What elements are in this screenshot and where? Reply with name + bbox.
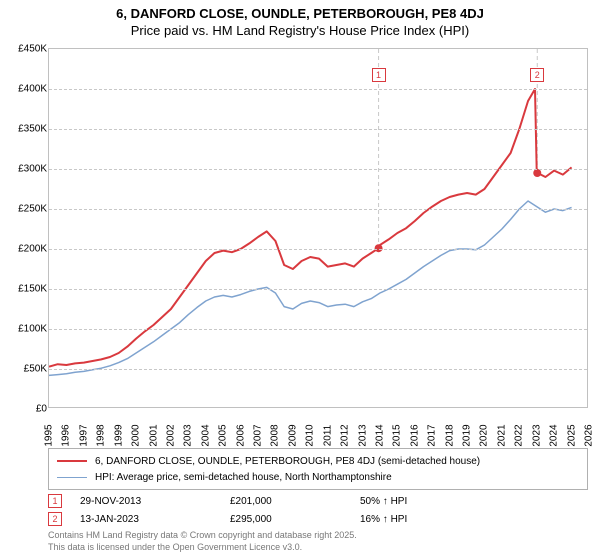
x-axis-label: 2009 xyxy=(287,424,298,446)
y-axis-label: £200K xyxy=(3,244,47,255)
title-address: 6, DANFORD CLOSE, OUNDLE, PETERBOROUGH, … xyxy=(0,6,600,21)
y-axis-label: £300K xyxy=(3,164,47,175)
y-axis-label: £250K xyxy=(3,204,47,215)
chart-marker-1: 1 xyxy=(372,68,386,82)
sale-row: 2 13-JAN-2023£295,00016% ↑ HPI xyxy=(48,510,588,528)
chart-container: 6, DANFORD CLOSE, OUNDLE, PETERBOROUGH, … xyxy=(0,0,600,560)
footer-line-2: This data is licensed under the Open Gov… xyxy=(48,542,588,554)
legend-item: 6, DANFORD CLOSE, OUNDLE, PETERBOROUGH, … xyxy=(57,453,579,469)
gridline xyxy=(49,129,587,130)
gridline xyxy=(49,249,587,250)
x-axis-label: 2016 xyxy=(409,424,420,446)
chart-plot-area: £0£50K£100K£150K£200K£250K£300K£350K£400… xyxy=(48,48,588,408)
y-axis-label: £450K xyxy=(3,44,47,55)
legend-label: 6, DANFORD CLOSE, OUNDLE, PETERBOROUGH, … xyxy=(95,456,480,467)
chart-marker-2: 2 xyxy=(530,68,544,82)
y-axis-label: £150K xyxy=(3,284,47,295)
x-axis-label: 2026 xyxy=(584,424,595,446)
sale-price: £201,000 xyxy=(230,496,360,507)
gridline xyxy=(49,369,587,370)
legend-swatch xyxy=(57,477,87,478)
x-axis-label: 2018 xyxy=(444,424,455,446)
x-axis-label: 2004 xyxy=(200,424,211,446)
gridline xyxy=(49,209,587,210)
x-axis-label: 2022 xyxy=(514,424,525,446)
chart-svg xyxy=(49,49,589,409)
gridline xyxy=(49,169,587,170)
x-axis-label: 2021 xyxy=(496,424,507,446)
x-axis-label: 2005 xyxy=(218,424,229,446)
x-axis-label: 2024 xyxy=(549,424,560,446)
x-axis-label: 2017 xyxy=(427,424,438,446)
x-axis-label: 2003 xyxy=(183,424,194,446)
footer-attribution: Contains HM Land Registry data © Crown c… xyxy=(48,530,588,553)
x-axis-label: 2013 xyxy=(357,424,368,446)
x-axis-label: 2012 xyxy=(340,424,351,446)
title-block: 6, DANFORD CLOSE, OUNDLE, PETERBOROUGH, … xyxy=(0,0,600,38)
legend-item: HPI: Average price, semi-detached house,… xyxy=(57,469,579,485)
title-subtitle: Price paid vs. HM Land Registry's House … xyxy=(0,23,600,38)
x-axis-label: 1997 xyxy=(78,424,89,446)
x-axis-label: 2001 xyxy=(148,424,159,446)
series-line-price_paid xyxy=(49,89,572,367)
sale-hpi: 50% ↑ HPI xyxy=(360,496,407,507)
gridline xyxy=(49,329,587,330)
sale-points-table: 1 29-NOV-2013£201,00050% ↑ HPI 2 13-JAN-202… xyxy=(48,492,588,528)
legend-box: 6, DANFORD CLOSE, OUNDLE, PETERBOROUGH, … xyxy=(48,448,588,490)
x-axis-label: 2025 xyxy=(566,424,577,446)
sale-marker: 1 xyxy=(48,494,62,508)
footer-line-1: Contains HM Land Registry data © Crown c… xyxy=(48,530,588,542)
x-axis-label: 2011 xyxy=(322,425,333,447)
sale-point-dot xyxy=(533,169,541,177)
sale-row: 1 29-NOV-2013£201,00050% ↑ HPI xyxy=(48,492,588,510)
x-axis-label: 2008 xyxy=(270,424,281,446)
sale-hpi: 16% ↑ HPI xyxy=(360,514,407,525)
legend-swatch xyxy=(57,460,87,462)
gridline xyxy=(49,289,587,290)
sale-date: 29-NOV-2013 xyxy=(80,496,230,507)
x-axis-label: 2023 xyxy=(531,424,542,446)
x-axis-label: 2002 xyxy=(165,424,176,446)
x-axis-label: 2015 xyxy=(392,424,403,446)
x-axis-label: 1995 xyxy=(44,424,55,446)
x-axis-label: 2007 xyxy=(253,424,264,446)
sale-marker: 2 xyxy=(48,512,62,526)
x-axis-label: 2010 xyxy=(305,424,316,446)
y-axis-label: £50K xyxy=(3,364,47,375)
y-axis-label: £400K xyxy=(3,84,47,95)
gridline xyxy=(49,89,587,90)
y-axis-label: £0 xyxy=(3,404,47,415)
legend-label: HPI: Average price, semi-detached house,… xyxy=(95,472,392,483)
x-axis-label: 1996 xyxy=(61,424,72,446)
x-axis-label: 2019 xyxy=(462,424,473,446)
x-axis-label: 2020 xyxy=(479,424,490,446)
x-axis-label: 1999 xyxy=(113,424,124,446)
sale-date: 13-JAN-2023 xyxy=(80,514,230,525)
x-axis-label: 2014 xyxy=(374,424,385,446)
y-axis-label: £100K xyxy=(3,324,47,335)
x-axis-label: 1998 xyxy=(96,424,107,446)
x-axis-label: 2006 xyxy=(235,424,246,446)
sale-price: £295,000 xyxy=(230,514,360,525)
x-axis-label: 2000 xyxy=(131,424,142,446)
y-axis-label: £350K xyxy=(3,124,47,135)
